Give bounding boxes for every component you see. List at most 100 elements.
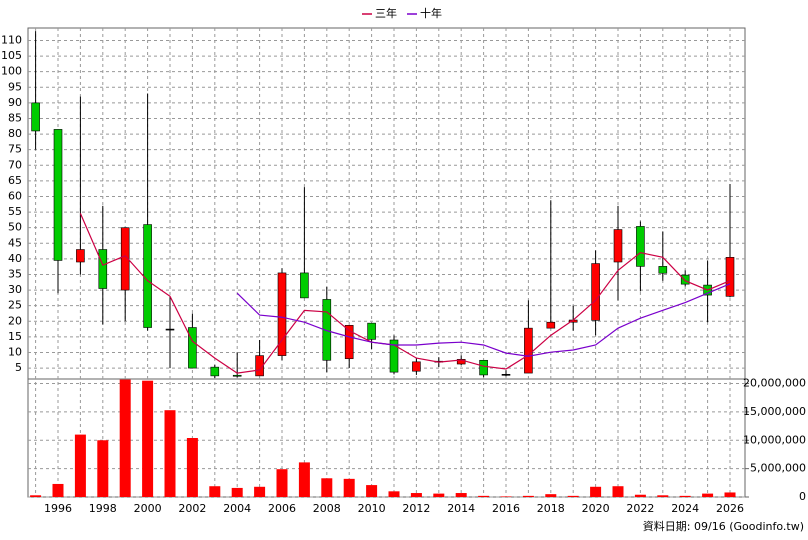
candle-body	[389, 339, 399, 373]
volume-bar	[97, 440, 109, 497]
y-tick-label: 100	[1, 65, 22, 78]
volume-bar	[679, 495, 691, 497]
x-tick-label: 2018	[537, 502, 565, 515]
y-tick-label: 80	[8, 127, 22, 140]
y2-tick-label: 10,000,000	[743, 433, 806, 446]
candle-body	[255, 355, 264, 377]
legend-label: 三年	[375, 6, 397, 20]
x-tick-label: 2008	[313, 502, 341, 515]
y-tick-label: 15	[8, 330, 22, 343]
y-tick-label: 45	[8, 236, 22, 249]
y-tick-label: 95	[8, 80, 22, 93]
volume-bar	[74, 434, 86, 497]
y-tick-label: 35	[8, 267, 22, 280]
x-tick-label: 1996	[44, 502, 72, 515]
candle-body	[188, 327, 197, 369]
volume-bar	[164, 410, 176, 497]
volume-bar	[276, 469, 288, 497]
candle-body	[524, 327, 533, 374]
volume-bar	[433, 493, 445, 497]
candle-body	[725, 257, 735, 297]
x-tick-label: 2006	[268, 502, 296, 515]
y-tick-label: 10	[8, 345, 22, 358]
volume-bar	[657, 495, 669, 497]
y-tick-label: 65	[8, 174, 22, 187]
candle-body	[120, 227, 130, 291]
ma-line	[236, 283, 731, 357]
volume-bar	[590, 486, 602, 497]
volume-bar	[254, 486, 266, 497]
volume-bar	[545, 494, 557, 497]
volume-bar	[321, 478, 333, 497]
volume-bar	[567, 495, 579, 497]
candle-body	[591, 263, 600, 321]
volume-bar	[522, 495, 534, 497]
volume-bar	[612, 486, 624, 497]
candle-body	[479, 359, 488, 376]
candle-body	[636, 226, 645, 267]
candle-body	[501, 374, 511, 376]
x-tick-label: 2022	[626, 502, 654, 515]
y2-tick-label: 20,000,000	[743, 377, 806, 390]
volume-bar	[142, 380, 154, 497]
x-tick-label: 2026	[716, 502, 744, 515]
candle-body	[232, 374, 242, 377]
y-tick-label: 40	[8, 252, 22, 265]
ma-line	[79, 213, 731, 374]
volume-bar	[119, 379, 131, 497]
y2-tick-label: 15,000,000	[743, 405, 806, 418]
x-tick-label: 2020	[582, 502, 610, 515]
x-tick-label: 2010	[358, 502, 386, 515]
volume-bar	[702, 493, 714, 497]
x-tick-label: 2014	[447, 502, 475, 515]
volume-bar	[52, 483, 64, 497]
y2-tick-label: 5,000,000	[750, 462, 806, 475]
volume-bar	[186, 438, 198, 497]
volume-bar	[30, 495, 42, 497]
candle-body	[546, 321, 556, 329]
volume-bar	[231, 487, 243, 497]
y-tick-label: 60	[8, 189, 22, 202]
candle-body	[680, 274, 690, 285]
candle-body	[210, 366, 220, 377]
x-tick-label: 2024	[671, 502, 699, 515]
volume-bar	[410, 493, 422, 497]
x-tick-label: 2000	[134, 502, 162, 515]
source-note: 資料日期: 09/16 (Goodinfo.tw)	[643, 519, 804, 533]
y-tick-label: 50	[8, 221, 22, 234]
y-tick-label: 75	[8, 143, 22, 156]
volume-bar	[500, 496, 512, 497]
candle-body	[53, 129, 63, 261]
x-tick-label: 2002	[178, 502, 206, 515]
volume-bar	[455, 493, 467, 497]
candle-body	[412, 361, 421, 372]
candle-body	[658, 266, 668, 274]
candle-body	[277, 272, 287, 356]
legend-label: 十年	[420, 6, 442, 20]
y-tick-label: 30	[8, 283, 22, 296]
x-tick-label: 2012	[402, 502, 430, 515]
y-tick-label: 90	[8, 96, 22, 109]
x-tick-label: 2004	[223, 502, 251, 515]
candle-body	[98, 249, 108, 289]
volume-bar	[366, 485, 378, 497]
candle-body	[31, 102, 40, 132]
volume-bar	[478, 495, 490, 497]
volume-bar	[209, 486, 221, 497]
y-tick-label: 20	[8, 314, 22, 327]
y-tick-label: 25	[8, 299, 22, 312]
x-tick-label: 1998	[89, 502, 117, 515]
volume-bar	[343, 478, 355, 497]
candle-body	[76, 249, 85, 263]
candle-body	[344, 325, 354, 360]
y-tick-label: 85	[8, 111, 22, 124]
y-tick-label: 105	[1, 49, 22, 62]
y-tick-label: 5	[15, 361, 22, 374]
x-tick-label: 2016	[492, 502, 520, 515]
volume-bar	[724, 492, 736, 497]
candle-body	[165, 328, 175, 331]
y-tick-label: 110	[1, 33, 22, 46]
y-tick-label: 55	[8, 205, 22, 218]
volume-bar	[298, 462, 310, 497]
